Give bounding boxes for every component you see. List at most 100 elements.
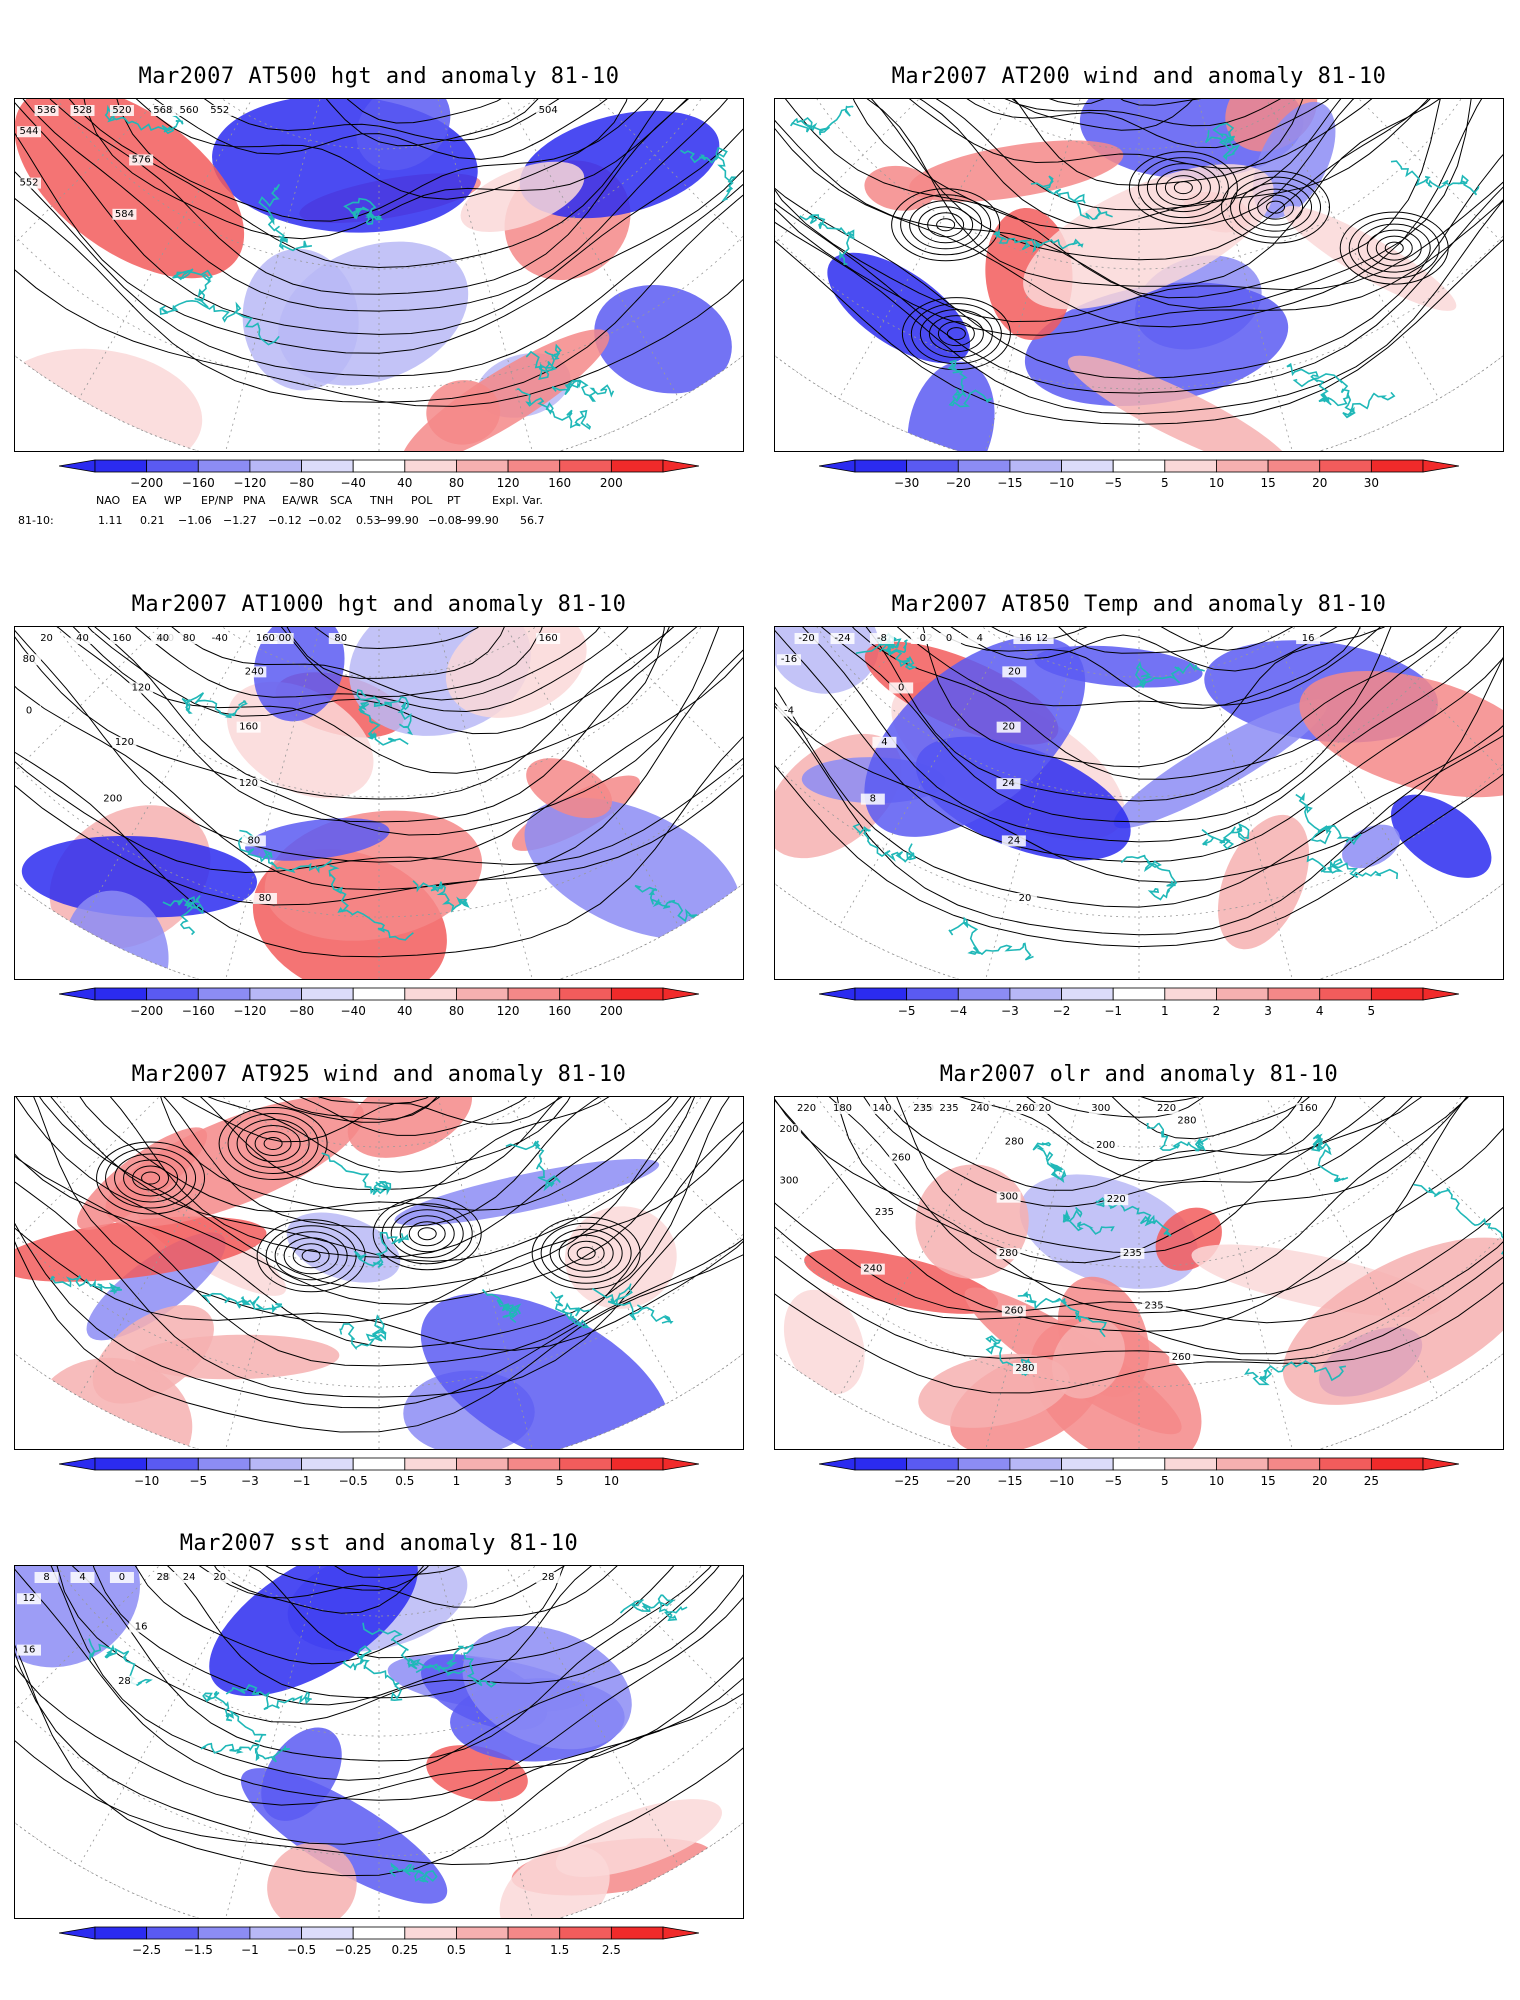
colorbar-swatch (957, 987, 1011, 1001)
colorbar-arrow-right (662, 1457, 700, 1471)
contour-label-bg (1093, 1139, 1118, 1151)
streamline (15, 1097, 743, 1351)
colorbar-swatch (249, 1457, 302, 1471)
contour-label: 28 (542, 1572, 555, 1583)
colorbar: −10 −5 −3 −1 −0.5 0.5 1 3 5 10 (58, 1456, 700, 1490)
contour-label-bg (869, 633, 894, 644)
coastline (1017, 1290, 1107, 1338)
teleconnection-values: 81-10: 1.11 0.21 −1.06 −1.27 −0.12 −0.02 0.53 −9… (18, 514, 718, 530)
streamline (146, 1097, 628, 1123)
contour-label-bg (777, 654, 801, 666)
colorbar-swatch (404, 1457, 457, 1471)
streamline (775, 99, 1503, 328)
contour-label: 0 (920, 633, 926, 644)
negative-anomaly-area (1113, 699, 1328, 829)
map-frame (774, 98, 1504, 452)
colorbar-swatch (507, 1926, 561, 1940)
contour-line (858, 1097, 1454, 1191)
colorbar-tick-label: 2 (1212, 1004, 1221, 1018)
streamline (41, 1097, 723, 1228)
colorbar-tick-label: −1 (292, 1474, 311, 1488)
coastline (1134, 661, 1205, 689)
contour-label: 8 (43, 1572, 49, 1583)
coastline (1292, 373, 1396, 419)
streamline (274, 1231, 348, 1281)
streamline (1384, 241, 1404, 255)
colorbar-swatch (249, 1926, 302, 1940)
contour-label: -16 (781, 654, 797, 665)
contour-label: 220 (797, 1103, 816, 1114)
streamline (399, 1215, 455, 1253)
colorbar-arrow-left (58, 1926, 96, 1940)
contour-label-bg (830, 633, 855, 644)
positive-anomaly-area (804, 1248, 999, 1314)
positive-anomaly-area (783, 1289, 865, 1395)
colorbar-swatch (906, 459, 959, 473)
contour-label-bg (177, 633, 202, 644)
colorbar-tick-label: −40 (340, 1004, 366, 1018)
contour-label: 568 (153, 105, 172, 116)
contour-label-bg (17, 177, 41, 189)
colorbar-tick-label: 25 (1363, 1474, 1379, 1488)
map-canvas: 504512520528536544552552560568576584 (15, 99, 743, 451)
contour-label: 180 (833, 1103, 852, 1114)
panel-title: Mar2007 olr and anomaly 81-10 (939, 1062, 1339, 1087)
streamline (134, 1097, 647, 1143)
colorbar-tick-label: 80 (448, 476, 465, 490)
streamline (1248, 188, 1304, 226)
contour-label: 240 (970, 1103, 989, 1114)
colorbar-swatch (1216, 459, 1269, 473)
colorbar-swatch (197, 1457, 251, 1471)
longitude-gridline (15, 1097, 380, 1387)
contour-line (143, 1566, 657, 1614)
longitude-gridline (378, 99, 743, 389)
coastline (1310, 1133, 1349, 1183)
colorbar-swatch (249, 459, 302, 473)
teleconnection-value: 0.21 (140, 514, 165, 527)
colorbar-tick-label: 0.25 (391, 1943, 419, 1957)
contour-label-bg (1002, 666, 1027, 678)
colorbar-arrow-right (662, 987, 700, 1001)
contour-line (109, 627, 632, 679)
colorbar-svg (818, 987, 1460, 1001)
contour-label-bg (17, 126, 41, 138)
contour-label-bg (269, 633, 294, 644)
panel-title: Mar2007 AT850 Temp and anomaly 81-10 (891, 592, 1387, 617)
negative-anomaly-area (1019, 1174, 1198, 1289)
contour-line (775, 627, 1503, 883)
contour-label-bg (1296, 633, 1321, 644)
teleconnection-value: −99.90 (458, 514, 499, 527)
contour-label: 160 (539, 633, 558, 644)
colorbar-tick-label: 3 (1264, 1004, 1272, 1018)
colorbar-svg (58, 987, 700, 1001)
teleconnection-header: POL (411, 494, 433, 507)
colorbar: −25 −20 −15 −10 −5 5 10 15 20 25 (818, 1456, 1460, 1490)
contour-label: 300 (999, 1192, 1018, 1203)
colorbar-svg (58, 1926, 700, 1940)
contour-label-bg (177, 1572, 202, 1583)
longitude-gridline (378, 627, 743, 917)
coastline (948, 916, 1034, 961)
contour-label-bg (129, 1621, 154, 1633)
map-frame: 1601801401802202003002402352352602352402… (774, 1096, 1504, 1450)
contour-label-bg (536, 105, 561, 116)
contour-label-bg (150, 105, 175, 116)
streamline (245, 1124, 301, 1162)
colorbar-swatch (1216, 987, 1269, 1001)
contour-line (832, 627, 1407, 709)
contour-label-bg (1001, 1305, 1026, 1317)
coastline (162, 895, 204, 936)
map-frame: 1601601604020800-40804012012020020016024… (14, 626, 744, 980)
streamline (1339, 211, 1449, 285)
colorbar-tick-label: 120 (496, 476, 520, 490)
colorbar-tick-label: −4 (949, 1004, 968, 1018)
contour-label-bg (777, 1175, 801, 1187)
coastline (1204, 122, 1241, 161)
streamline (853, 99, 1417, 170)
contour-label-bg (536, 1572, 561, 1583)
colorbar-swatch (1319, 459, 1372, 473)
colorbar-swatch (404, 1926, 457, 1940)
contour-line (775, 627, 1503, 843)
colorbar-swatch (1112, 987, 1166, 1001)
longitude-gridline (1138, 627, 1503, 917)
